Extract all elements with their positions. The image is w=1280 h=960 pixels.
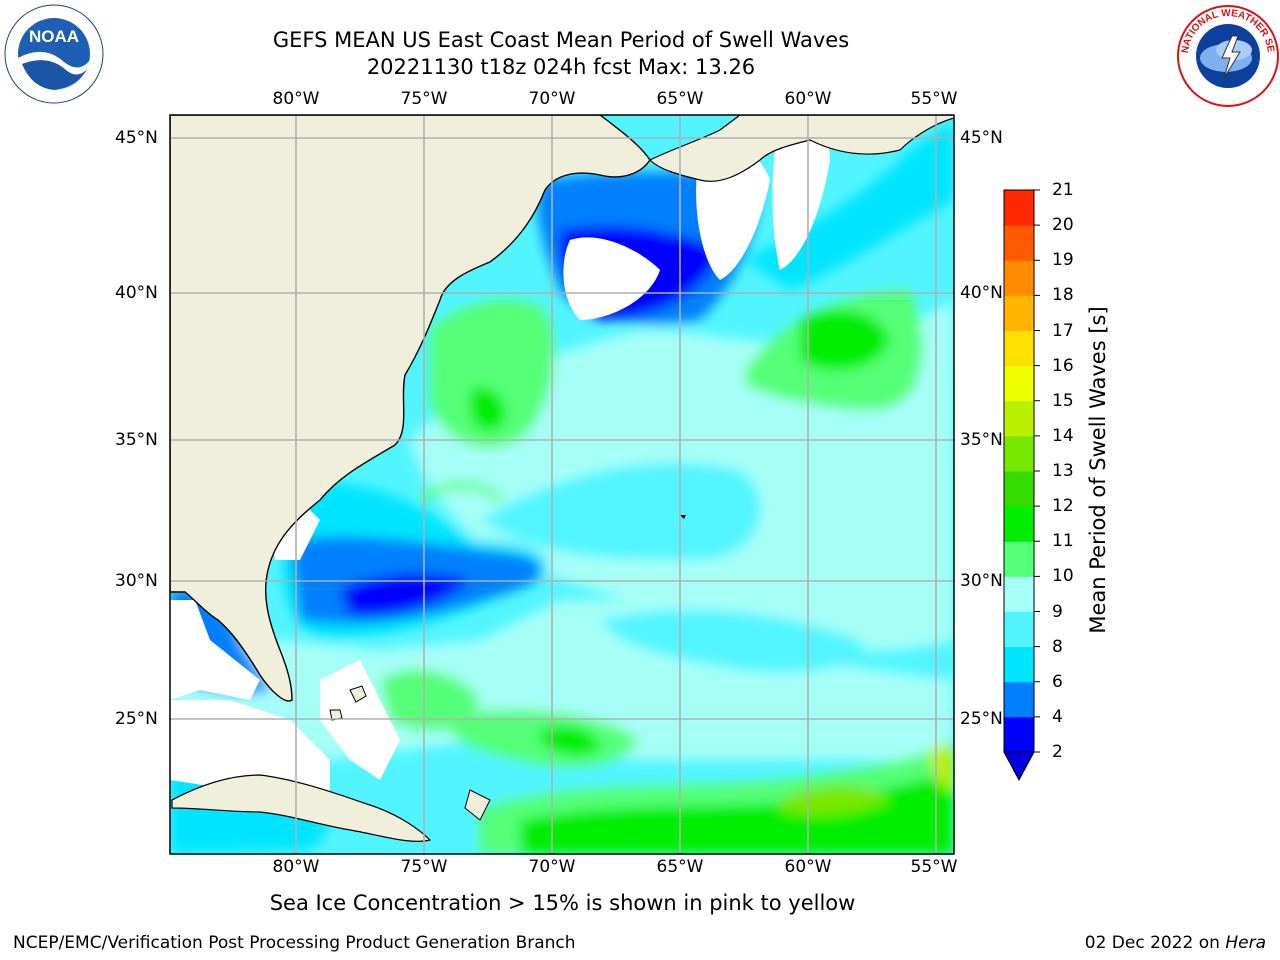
colorbar-tick-label: 19	[1052, 250, 1074, 271]
lat-label-right: 25°N	[960, 709, 1003, 729]
colorbar-swatch	[1004, 330, 1034, 367]
colorbar	[1003, 189, 1040, 782]
us-east-coast-land	[170, 115, 651, 702]
map-field	[170, 115, 954, 854]
lon-label-bottom: 80°W	[272, 857, 320, 877]
lat-label-left: 30°N	[115, 571, 158, 591]
lat-label-left: 40°N	[115, 283, 158, 303]
colorbar-swatch	[1004, 471, 1034, 507]
lat-label-right: 30°N	[960, 571, 1003, 591]
lon-label-top: 70°W	[528, 89, 576, 109]
lon-label-bottom: 65°W	[656, 857, 704, 877]
lat-label-left: 25°N	[115, 709, 158, 729]
colorbar-extend-arrow	[1003, 751, 1035, 782]
colorbar-tick-label: 16	[1052, 355, 1074, 376]
colorbar-swatch	[1004, 681, 1034, 718]
colorbar-tick-label: 14	[1052, 425, 1074, 446]
colorbar-swatch	[1004, 435, 1034, 472]
colorbar-tick-label: 18	[1052, 285, 1074, 306]
lon-label-bottom: 55°W	[910, 857, 958, 877]
footer-credit: NCEP/EMC/Verification Post Processing Pr…	[13, 933, 576, 953]
colorbar-tick-label: 21	[1052, 180, 1074, 200]
colorbar-tick-label: 20	[1052, 215, 1074, 236]
sea-ice-note: Sea Ice Concentration > 15% is shown in …	[269, 891, 856, 915]
colorbar-swatch	[1004, 576, 1034, 612]
colorbar-tick-label: 4	[1052, 706, 1063, 727]
lon-label-bottom: 70°W	[528, 857, 576, 877]
chart-subtitle: 20221130 t18z 024h fcst Max: 13.26	[366, 55, 756, 79]
lon-label-top: 80°W	[272, 89, 320, 109]
lon-label-top: 55°W	[910, 89, 958, 109]
colorbar-tick-label: 10	[1052, 566, 1074, 587]
colorbar-tick-label: 8	[1052, 636, 1063, 657]
lon-label-top: 60°W	[784, 89, 832, 109]
footer-date: 02 Dec 2022 on Hera	[1085, 933, 1266, 953]
colorbar-swatch	[1004, 260, 1034, 296]
swell-zone-9-10-north	[430, 299, 555, 448]
lat-label-left: 35°N	[115, 430, 158, 450]
lat-label-right: 45°N	[960, 128, 1003, 148]
lat-label-left: 45°N	[115, 128, 158, 148]
colorbar-swatch	[1004, 716, 1034, 753]
lon-label-top: 65°W	[656, 89, 704, 109]
colorbar-tick-label: 11	[1052, 531, 1074, 552]
colorbar-tick-label: 12	[1052, 496, 1074, 517]
footer-date-text: 02 Dec 2022	[1084, 933, 1194, 953]
colorbar-swatch	[1004, 611, 1034, 648]
footer-on-text: on	[1193, 933, 1226, 953]
colorbar-tick-label: 6	[1052, 671, 1063, 692]
lat-label-right: 40°N	[960, 283, 1003, 303]
colorbar-tick-label: 17	[1052, 320, 1074, 341]
map-frame	[169, 114, 955, 855]
colorbar-title: Mean Period of Swell Waves [s]	[1086, 306, 1110, 634]
nws-logo: NATIONAL WEATHER SERVICE	[1176, 4, 1279, 107]
canada-land	[648, 115, 954, 182]
colorbar-swatch	[1004, 365, 1034, 402]
colorbar-tick-label: 15	[1052, 390, 1074, 411]
colorbar-tick-label: 2	[1052, 742, 1063, 762]
footer-host: Hera	[1225, 933, 1266, 953]
colorbar-swatch	[1004, 646, 1034, 683]
cuba-land	[171, 774, 432, 842]
map-gridlines	[170, 115, 954, 854]
colorbar-swatch	[1004, 295, 1034, 331]
lon-label-bottom: 75°W	[400, 857, 448, 877]
colorbar-swatch	[1004, 400, 1034, 437]
colorbar-swatch	[1004, 506, 1034, 542]
colorbar-tick-label: 9	[1052, 601, 1063, 622]
colorbar-swatch	[1004, 225, 1034, 261]
noaa-logo-text: NOAA	[29, 27, 79, 46]
chart-title: GEFS MEAN US East Coast Mean Period of S…	[272, 28, 850, 52]
lon-label-top: 75°W	[400, 89, 448, 109]
lat-label-right: 35°N	[960, 430, 1003, 450]
colorbar-tick-label: 13	[1052, 461, 1074, 481]
colorbar-swatch	[1004, 541, 1034, 577]
lon-label-bottom: 60°W	[784, 857, 832, 877]
noaa-logo: NOAA	[4, 4, 104, 104]
colorbar-swatch	[1004, 190, 1034, 226]
